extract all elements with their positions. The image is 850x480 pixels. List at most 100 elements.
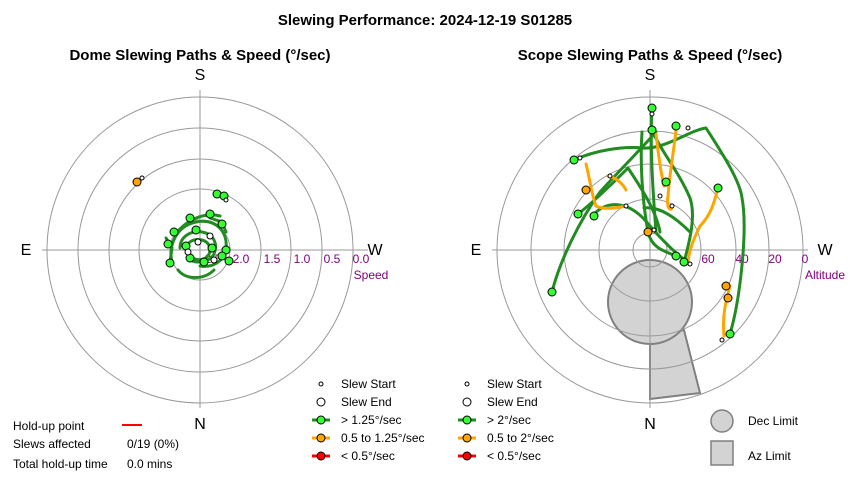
dome-slew-start <box>223 197 229 203</box>
dome-slew-point <box>205 209 215 219</box>
scope-slew-point <box>647 125 657 135</box>
legend-label: Dec Limit <box>748 414 799 428</box>
scope-slew-path <box>686 186 720 266</box>
scope-tick-label: 60 <box>701 252 715 266</box>
slews-affected-value: 0/19 (0%) <box>127 437 179 451</box>
legend-slew-start-marker <box>318 381 324 387</box>
dome-slew-end <box>184 248 192 256</box>
legend-medium-marker <box>462 433 472 443</box>
dome-slew-path <box>174 213 222 236</box>
dome-cardinal-e: E <box>21 242 32 259</box>
scope-slew-point <box>671 251 681 261</box>
scope-slew-start <box>657 193 663 199</box>
scope-radial-ticks: 60 40 20 0 Altitude <box>701 252 845 282</box>
scope-slew-point-medium <box>721 281 731 291</box>
legend-label: < 0.5°/sec <box>341 449 395 463</box>
scope-tick-label: 20 <box>768 252 782 266</box>
scope-slew-path <box>572 126 746 336</box>
dome-slew-point <box>224 256 234 266</box>
scope-slew-start <box>649 111 655 117</box>
scope-slew-point <box>725 329 735 339</box>
holdup-time-value: 0.0 mins <box>127 457 172 471</box>
dome-cardinal-w: W <box>367 242 383 259</box>
legend-label: 0.5 to 1.25°/sec <box>341 431 425 445</box>
dome-slew-point <box>165 258 175 268</box>
dec-limit-swatch <box>710 409 734 433</box>
dome-slew-points <box>132 175 234 268</box>
main-title: Slewing Performance: 2024-12-19 S01285 <box>278 12 572 29</box>
scope-slew-point-medium <box>581 185 591 195</box>
legend-slow-marker <box>316 451 326 461</box>
legend-slew-end-marker <box>462 397 472 407</box>
dome-slew-end <box>210 256 218 264</box>
dome-cardinal-s: S <box>195 67 206 84</box>
legend-label: Slew Start <box>341 377 396 391</box>
legend-medium-marker <box>316 433 326 443</box>
scope-slew-path <box>650 128 694 264</box>
holdup-point-label: Hold-up point <box>13 419 85 433</box>
scope-slew-start <box>607 173 613 179</box>
legend-label: 0.5 to 2°/sec <box>487 431 554 445</box>
dome-slew-point <box>217 219 227 229</box>
scope-slew-point <box>679 257 689 267</box>
dome-slew-point <box>217 251 227 261</box>
legend-label: Slew End <box>487 395 538 409</box>
legend-fast-marker <box>316 415 326 425</box>
scope-slew-points <box>547 103 735 343</box>
scope-slew-paths-medium <box>584 128 732 338</box>
scope-slew-point <box>569 155 579 165</box>
dome-radial-axis-label: Speed <box>354 268 389 282</box>
scope-slew-start <box>623 203 629 209</box>
scope-slew-start <box>685 125 691 131</box>
dome-slew-point <box>207 243 217 253</box>
dome-slew-path <box>176 268 216 279</box>
legend-label: > 1.25°/sec <box>341 413 402 427</box>
scope-cardinal-w: W <box>817 242 833 259</box>
scope-legend: Slew Start Slew End > 2°/sec 0.5 to 2°/s… <box>458 377 554 463</box>
scope-chart-title: Scope Slewing Paths & Speed (°/sec) <box>518 47 782 64</box>
dome-legend: Slew Start Slew End > 1.25°/sec 0.5 to 1… <box>312 377 425 463</box>
scope-radial-axis-label: Altitude <box>805 268 845 282</box>
scope-slew-path <box>722 284 732 338</box>
scope-slew-point <box>661 177 671 187</box>
scope-slew-path <box>584 162 628 210</box>
az-limit-swatch <box>710 440 734 466</box>
legend-slew-end-marker <box>316 397 326 407</box>
scope-slew-path <box>550 130 658 294</box>
scope-cardinal-e: E <box>471 242 482 259</box>
dome-slew-point <box>199 257 209 267</box>
dome-slew-end <box>206 232 214 240</box>
limits-legend: Dec Limit Az Limit <box>710 409 799 466</box>
dome-slew-point-medium <box>132 177 142 187</box>
dome-chart: Dome Slewing Paths & Speed (°/sec) S N E… <box>21 47 389 433</box>
holdup-info: Hold-up point Slews affected 0/19 (0%) T… <box>13 419 179 471</box>
legend-fast-marker <box>462 415 472 425</box>
scope-slew-path <box>642 206 692 234</box>
scope-slew-path <box>666 128 678 211</box>
dome-slew-point <box>185 213 195 223</box>
scope-slew-start <box>669 203 675 209</box>
dome-slew-point <box>191 225 201 235</box>
dome-cardinal-n: N <box>194 416 206 433</box>
scope-slew-start <box>687 261 693 267</box>
scope-slew-point <box>647 103 657 113</box>
legend-label: Slew Start <box>487 377 542 391</box>
dome-chart-title: Dome Slewing Paths & Speed (°/sec) <box>69 47 330 64</box>
scope-chart: Scope Slewing Paths & Speed (°/sec) S N … <box>471 47 846 433</box>
legend-label: Az Limit <box>748 449 791 463</box>
scope-slew-point <box>547 287 557 297</box>
dome-tick-label: 0.5 <box>324 252 341 266</box>
dome-tick-label: 0.0 <box>353 252 370 266</box>
scope-slew-point <box>573 209 583 219</box>
scope-slew-path <box>639 130 678 258</box>
scope-slew-start <box>719 337 725 343</box>
scope-slew-point-medium <box>723 293 733 303</box>
dome-slew-point <box>169 227 179 237</box>
dome-tick-label: 1.5 <box>264 252 281 266</box>
dome-slew-start <box>139 175 145 181</box>
legend-slew-start-marker <box>464 381 470 387</box>
scope-cardinal-s: S <box>645 67 656 84</box>
dome-slew-point <box>163 239 173 249</box>
scope-slew-start <box>577 155 583 161</box>
